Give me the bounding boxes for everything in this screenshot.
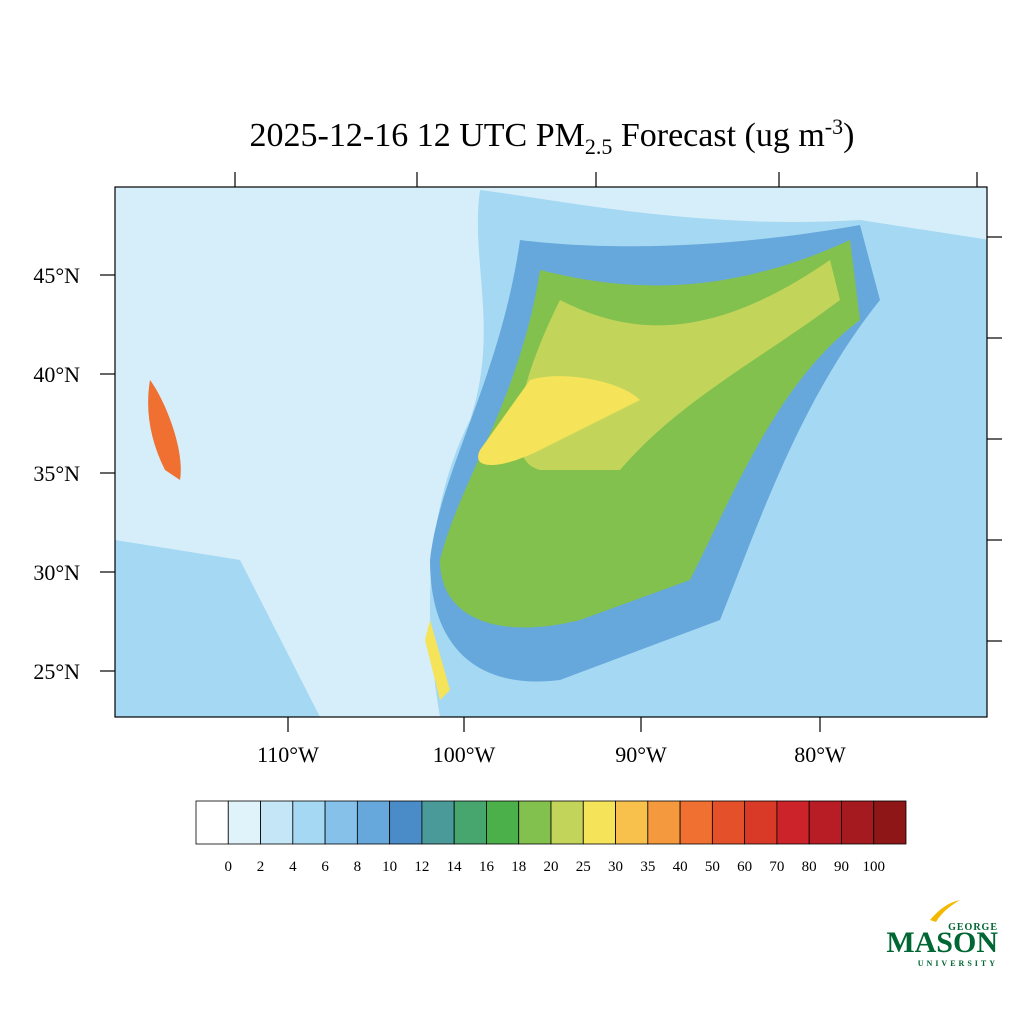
logo-top: GEORGE <box>948 922 998 933</box>
title-main: 2025-12-16 12 UTC PM <box>250 117 585 154</box>
colorbar-box <box>292 800 326 845</box>
logo: GEORGE MASON UNIVERSITY <box>886 900 998 968</box>
colorbar-box <box>195 800 229 845</box>
colorbar-label: 0 <box>225 859 233 875</box>
colorbar-label: 60 <box>737 859 752 875</box>
colorbar-box <box>324 800 358 845</box>
logo-bottom: UNIVERSITY <box>918 959 998 968</box>
colorbar-box <box>744 800 778 845</box>
colorbar-box <box>711 800 746 845</box>
colorbar-label: 10 <box>382 859 397 875</box>
colorbar-box <box>389 800 423 845</box>
lat-label: 40°N <box>33 362 80 387</box>
lat-label: 30°N <box>33 560 80 585</box>
lat-label: 25°N <box>33 659 80 684</box>
colorbar-box <box>260 800 294 845</box>
colorbar-label: 4 <box>289 859 297 875</box>
title-rest: Forecast (ug m <box>612 117 824 154</box>
map-frame <box>114 186 988 718</box>
colorbar-label: 100 <box>862 859 885 875</box>
colorbar-label: 14 <box>447 859 463 875</box>
colorbar-box <box>615 800 649 845</box>
colorbar-label: 70 <box>769 859 784 875</box>
colorbar-box <box>421 800 455 845</box>
colorbar-label: 90 <box>834 859 849 875</box>
logo-main: MASON <box>886 926 998 959</box>
colorbar-label: 20 <box>544 859 559 875</box>
lon-label: 110°W <box>257 742 319 767</box>
colorbar-box <box>356 800 391 845</box>
title-end: ) <box>843 117 854 154</box>
colorbar-box <box>841 800 875 845</box>
colorbar-box <box>873 800 907 845</box>
colorbar-box <box>453 800 487 845</box>
colorbar-label: 2 <box>257 859 265 875</box>
colorbar-box <box>679 800 713 845</box>
colorbar-label: 18 <box>511 859 526 875</box>
colorbar-label: 12 <box>414 859 429 875</box>
colorbar-label: 50 <box>705 859 720 875</box>
colorbar-label: 30 <box>608 859 623 875</box>
colorbar-box <box>227 800 261 845</box>
colorbar-label: 40 <box>673 859 688 875</box>
lon-label: 80°W <box>794 742 846 767</box>
title-sub: 2.5 <box>585 134 613 159</box>
colorbar-box <box>776 800 810 845</box>
colorbar-label: 80 <box>802 859 817 875</box>
colorbar-box <box>550 800 584 845</box>
lat-label: 35°N <box>33 461 80 486</box>
lon-label: 90°W <box>615 742 667 767</box>
title-sup: -3 <box>825 114 843 139</box>
colorbar-label: 6 <box>321 859 329 875</box>
frame-ticks <box>100 172 1002 732</box>
colorbar-box <box>486 800 520 845</box>
colorbar-label: 25 <box>576 859 591 875</box>
lon-label: 100°W <box>433 742 496 767</box>
colorbar-label: 8 <box>354 859 362 875</box>
colorbar-box <box>518 800 552 845</box>
colorbar-box <box>647 800 681 845</box>
map-field <box>115 187 987 717</box>
colorbar-box <box>808 800 842 845</box>
colorbar-label: 35 <box>640 859 655 875</box>
colorbar-box <box>582 800 616 845</box>
title: 2025-12-16 12 UTC PM2.5 Forecast (ug m-3… <box>250 114 855 159</box>
colorbar-label: 16 <box>479 859 495 875</box>
lat-label: 45°N <box>33 263 80 288</box>
